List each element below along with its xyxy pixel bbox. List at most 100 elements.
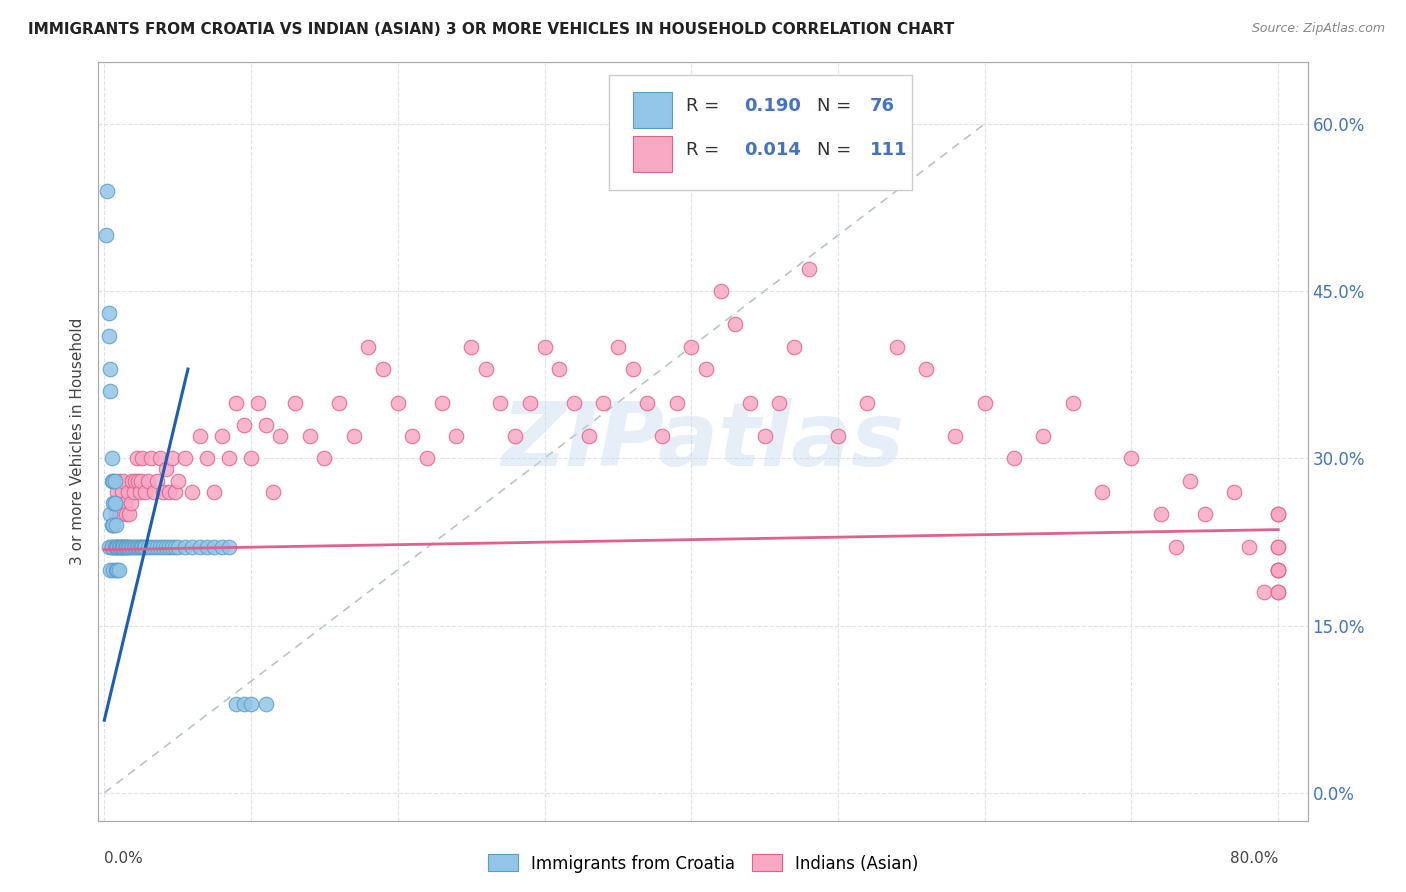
Point — [1267, 585, 1289, 599]
Point — [124, 474, 146, 488]
Point — [915, 362, 938, 376]
Point — [101, 474, 124, 488]
Point — [1032, 429, 1054, 443]
Text: IMMIGRANTS FROM CROATIA VS INDIAN (ASIAN) 3 OR MORE VEHICLES IN HOUSEHOLD CORREL: IMMIGRANTS FROM CROATIA VS INDIAN (ASIAN… — [28, 22, 955, 37]
Point — [100, 474, 122, 488]
Text: N =: N = — [817, 96, 856, 115]
Point — [100, 541, 122, 555]
Point — [143, 484, 166, 499]
Point — [157, 484, 180, 499]
Point — [446, 429, 468, 443]
Point — [460, 340, 482, 354]
Point — [416, 451, 439, 466]
FancyBboxPatch shape — [633, 92, 672, 128]
Point — [97, 328, 120, 343]
Point — [125, 541, 148, 555]
Point — [111, 541, 134, 555]
Point — [100, 541, 122, 555]
Point — [96, 184, 118, 198]
Point — [1150, 507, 1173, 521]
Point — [100, 451, 122, 466]
Point — [1267, 541, 1289, 555]
Text: 0.014: 0.014 — [744, 141, 801, 159]
Point — [1267, 585, 1289, 599]
Point — [695, 362, 717, 376]
Point — [152, 541, 174, 555]
Point — [110, 541, 132, 555]
Point — [1164, 541, 1187, 555]
Point — [1194, 507, 1216, 521]
Point — [108, 474, 131, 488]
Point — [155, 541, 177, 555]
Point — [195, 451, 218, 466]
Point — [105, 541, 128, 555]
Text: 76: 76 — [870, 96, 894, 115]
Point — [606, 340, 628, 354]
Point — [132, 541, 155, 555]
Point — [636, 395, 658, 409]
Text: 111: 111 — [870, 141, 907, 159]
Point — [112, 541, 135, 555]
Point — [131, 541, 153, 555]
Point — [430, 395, 453, 409]
Point — [98, 507, 121, 521]
Point — [121, 541, 143, 555]
Point — [768, 395, 790, 409]
Point — [548, 362, 571, 376]
Point — [117, 484, 139, 499]
FancyBboxPatch shape — [633, 136, 672, 172]
Point — [232, 417, 254, 432]
Point — [103, 496, 125, 510]
Point — [134, 484, 156, 499]
Point — [136, 474, 159, 488]
Point — [232, 697, 254, 711]
Point — [174, 451, 197, 466]
Point — [124, 541, 146, 555]
Point — [225, 395, 247, 409]
Point — [111, 484, 134, 499]
Point — [97, 541, 120, 555]
Point — [181, 541, 204, 555]
Point — [128, 541, 150, 555]
Point — [115, 541, 138, 555]
Point — [101, 563, 124, 577]
Point — [254, 697, 277, 711]
Point — [111, 541, 134, 555]
Point — [122, 484, 145, 499]
Point — [489, 395, 512, 409]
Point — [240, 697, 263, 711]
Point — [1062, 395, 1084, 409]
Point — [188, 541, 211, 555]
Point — [710, 284, 733, 298]
Point — [401, 429, 423, 443]
Point — [118, 507, 141, 521]
Text: 0.190: 0.190 — [744, 96, 801, 115]
Point — [118, 541, 141, 555]
Point — [100, 518, 122, 533]
Point — [621, 362, 644, 376]
Point — [387, 395, 409, 409]
Point — [665, 395, 688, 409]
Point — [475, 362, 498, 376]
Point — [112, 474, 135, 488]
Text: R =: R = — [686, 141, 725, 159]
Point — [105, 541, 128, 555]
Point — [163, 484, 186, 499]
Point — [298, 429, 321, 443]
Point — [724, 318, 747, 332]
Point — [343, 429, 366, 443]
Point — [141, 451, 163, 466]
Point — [108, 563, 131, 577]
Point — [98, 384, 121, 399]
Text: Source: ZipAtlas.com: Source: ZipAtlas.com — [1251, 22, 1385, 36]
Point — [101, 518, 124, 533]
Point — [1253, 585, 1275, 599]
Point — [101, 496, 124, 510]
Point — [166, 474, 188, 488]
Point — [103, 541, 125, 555]
Point — [578, 429, 600, 443]
Point — [533, 340, 555, 354]
Point — [797, 261, 820, 276]
Point — [98, 362, 121, 376]
Point — [284, 395, 307, 409]
